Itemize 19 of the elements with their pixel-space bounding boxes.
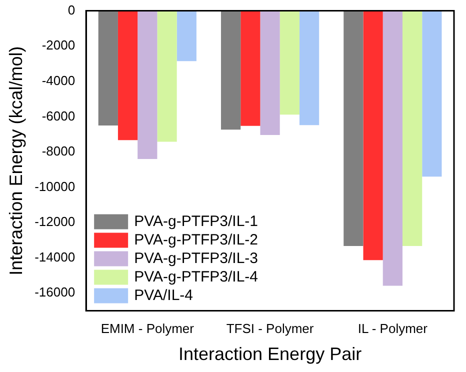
y-tick-label: -6000 (42, 108, 76, 124)
legend-label: PVA-g-PTFP3/IL-1 (134, 212, 258, 230)
x-tick-label: EMIM - Polymer (100, 321, 195, 336)
y-tick-label: -8000 (42, 144, 76, 159)
y-axis-title: Interaction Energy (kcal/mol) (6, 46, 26, 276)
x-tick-label: IL - Polymer (358, 321, 428, 336)
legend-label: PVA-g-PTFP3/IL-2 (134, 231, 258, 248)
legend-label: PVA/IL-4 (134, 286, 193, 304)
y-tick-label: -16000 (34, 284, 76, 300)
y-tick-label: -12000 (34, 214, 76, 230)
legend-label: PVA-g-PTFP3/IL-3 (134, 250, 258, 267)
x-axis-title: Interaction Energy Pair (178, 344, 362, 364)
y-tick-label: -2000 (42, 38, 76, 53)
y-tick-label: -14000 (34, 249, 76, 264)
y-tick-label: 0 (68, 2, 76, 18)
y-tick-label: -4000 (42, 72, 76, 88)
y-tick-label: -10000 (34, 178, 76, 194)
x-tick-label: TFSI - Polymer (226, 321, 314, 336)
legend-label: PVA-g-PTFP3/IL-4 (134, 268, 258, 286)
